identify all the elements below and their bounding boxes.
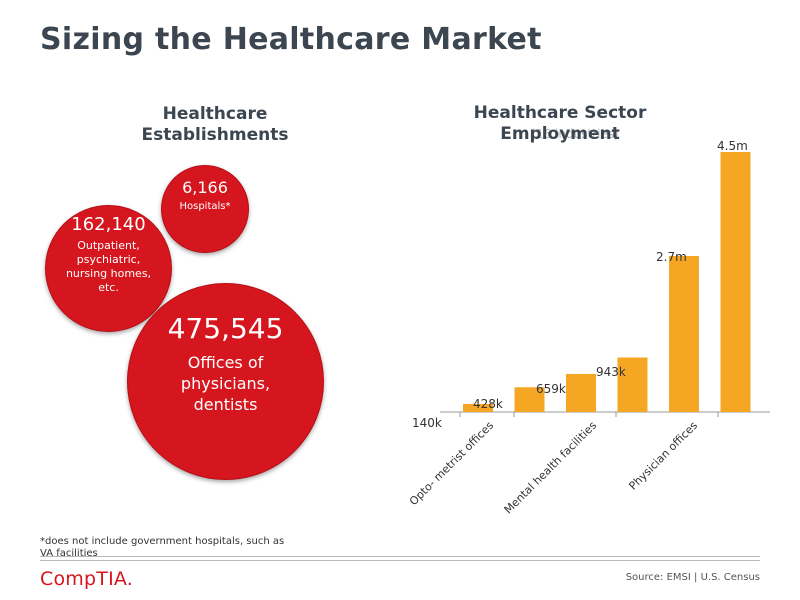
chart-title: Healthcare Sector Employment (473, 103, 647, 144)
category-label-1: Mental health facilities (502, 419, 600, 517)
physicians-bubble: 475,545 Offices of physicians, dentists (127, 283, 324, 480)
bar-3 (617, 357, 648, 412)
bar-2 (566, 373, 596, 412)
hospitals-bubble: 6,166 Hospitals* (161, 165, 249, 253)
physicians-label: Offices of physicians, dentists (180, 353, 271, 414)
outpatient-value: 162,140 (71, 214, 146, 235)
physicians-value: 475,545 (167, 312, 284, 345)
value-label-4: 2.7m (656, 250, 687, 264)
comptia-logo: CompTIA. (40, 568, 133, 590)
bar-1 (514, 387, 545, 412)
outpatient-label: Outpatient, psychiatric, nursing homes, … (65, 239, 152, 294)
source-note: Source: EMSI | U.S. Census (625, 572, 760, 583)
footer-divider-2 (40, 560, 760, 561)
employment-bar-chart: 140k 428k 659k 943k 2.7m 4.5m Opto- metrist of… (407, 139, 770, 517)
bar-0 (463, 403, 493, 412)
category-label-2: Physician offices (626, 419, 700, 493)
bar-5 (720, 152, 751, 412)
value-label-1: 428k (473, 397, 503, 411)
outpatient-bubble: 162,140 Outpatient, psychiatric, nursing… (45, 205, 172, 332)
category-label-0: Opto- metrist offices (407, 419, 496, 508)
value-label-0: 140k (412, 416, 442, 430)
value-label-2: 659k (536, 382, 566, 396)
chart-subtitle: (16 industries) (531, 127, 619, 141)
value-label-5: 4.5m (717, 139, 748, 153)
bar-4 (669, 256, 699, 412)
hospitals-value: 6,166 (182, 178, 228, 197)
footnote: *does not include government hospitals, … (40, 536, 285, 556)
hospitals-label: Hospitals* (179, 201, 231, 212)
footer-divider (40, 556, 760, 557)
slide-title: Sizing the Healthcare Market (40, 22, 542, 57)
value-label-3: 943k (596, 365, 626, 379)
establishments-title: Healthcare Establishments (141, 104, 289, 145)
